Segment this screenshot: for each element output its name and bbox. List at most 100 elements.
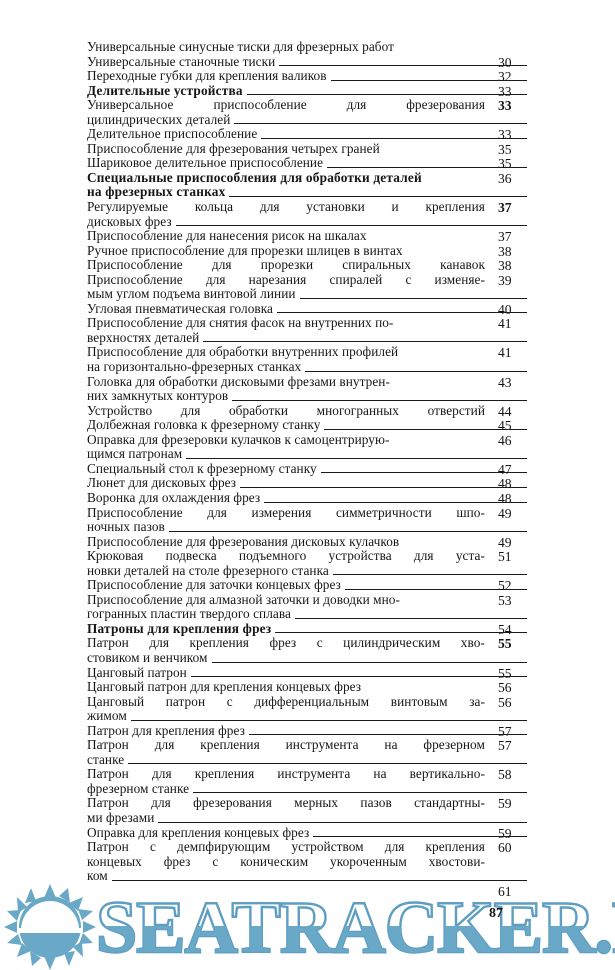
toc-entry-line: цилиндрических деталей 33	[87, 112, 527, 142]
toc-entry-title[interactable]: Делительное приспособление	[87, 127, 258, 142]
toc-word: для	[154, 738, 175, 753]
toc-page-number[interactable]: 36	[498, 170, 512, 186]
toc-entry-title[interactable]: фрезерном станке	[87, 781, 190, 796]
toc-page-number[interactable]: 33	[498, 98, 512, 114]
toc-entry-title[interactable]: на фрезерных станках	[87, 185, 226, 200]
toc-line-body: Шариковое делительное приспособление	[87, 156, 527, 171]
toc-entry-title[interactable]: Специальные приспособления для обработки…	[87, 170, 422, 185]
toc-entry-title[interactable]: Патрон для фрезерования мерных пазов стандарт…	[87, 796, 485, 811]
toc-entry-title[interactable]: них замкнутых контуров	[87, 389, 229, 404]
toc-entry-title[interactable]: Приспособление для алмазной заточки и до…	[87, 592, 400, 607]
toc-leader-rule	[489, 414, 527, 415]
toc-page-number[interactable]: 56	[498, 694, 512, 710]
toc-entry-title[interactable]: гогранных пластин твердого сплава	[87, 607, 291, 622]
toc-entry-title[interactable]: Патрон для крепления фрез	[87, 723, 245, 738]
toc-page-number[interactable]: 46	[498, 432, 512, 448]
toc-entry-title[interactable]: щимся патронам	[87, 447, 183, 462]
toc-entry-line: Приспособление для фрезерования четырех …	[87, 141, 527, 172]
toc-entry-title[interactable]: Универсальные станочные тиски	[87, 54, 276, 69]
toc-entry-title[interactable]: Цанговый патрон для крепления концевых ф…	[87, 680, 362, 695]
toc-word: Устройство	[87, 403, 153, 418]
toc-page-number[interactable]: 41	[498, 316, 512, 332]
toc-entry-title[interactable]: Переходные губки для крепления валиков	[87, 69, 327, 84]
toc-entry-title[interactable]: Приспособление для нанесения рисок на шк…	[87, 229, 367, 244]
toc-entry-title[interactable]: Приспособление для обработки внутренних …	[87, 345, 399, 360]
toc-entry-title[interactable]: жимом	[87, 709, 127, 724]
toc-page-number[interactable]: 55	[498, 636, 512, 652]
toc-page-number[interactable]: 58	[498, 767, 512, 783]
toc-entry-title[interactable]: Регулируемые кольца для установки и крепления	[87, 200, 485, 215]
toc-entry-title[interactable]: на горизонтально-фрезерных станках	[87, 360, 302, 375]
toc-entry-title[interactable]: Патроны для крепления фрез	[87, 621, 272, 636]
toc-entry-title[interactable]: Цанговый патрон	[87, 665, 187, 680]
toc-page-number[interactable]: 38	[498, 243, 512, 259]
toc-entry-title[interactable]: Цанговый патрон с дифференциальным винтовым з…	[87, 695, 485, 710]
toc-entry-title[interactable]: Крюковая подвеска подъемного устройства для у…	[87, 549, 485, 564]
toc-entry-title[interactable]: станке	[87, 752, 125, 767]
toc-entry-title[interactable]: Специальный стол к фрезерному станку	[87, 461, 317, 476]
toc-entry-title[interactable]: Патрон для крепления инструмента на фрезерном	[87, 738, 485, 753]
toc-entry-title[interactable]: Приспособление для измерения симметричности…	[87, 506, 485, 521]
toc-leader-rule	[324, 428, 527, 430]
toc-entry-title[interactable]: Патрон для крепления инструмента на вертикаль…	[87, 767, 485, 782]
toc-entry-title[interactable]: Патрон с демпфирующим устройством для креплен…	[87, 840, 485, 855]
toc-word: дифференциальным	[254, 694, 370, 709]
toc-page-number[interactable]: 37	[498, 229, 512, 245]
toc-entry-title[interactable]: ночных пазов	[87, 520, 165, 535]
toc-entry-title[interactable]: Люнет для дисковых фрез	[87, 476, 237, 491]
toc-entry-title[interactable]: Ручное приспособление для прорезки шлице…	[87, 243, 403, 258]
toc-entry-title[interactable]: новки деталей на столе фрезерного станка	[87, 563, 329, 578]
toc-entry-title[interactable]: Оправка для крепления концевых фрез	[87, 825, 310, 840]
toc-entry-title[interactable]: мым углом подъема винтовой линии	[87, 287, 296, 302]
toc-page-number[interactable]: 57	[498, 738, 512, 754]
toc-entry-title[interactable]: стовиком и венчиком	[87, 650, 208, 665]
toc-leader-rule	[489, 749, 527, 750]
toc-page-number[interactable]: 44	[498, 403, 512, 419]
toc-entry-title[interactable]: концевых фрез с коническим укороченным хвосто…	[87, 855, 485, 870]
toc-page-number[interactable]: 61	[498, 883, 512, 899]
toc-word: устройством	[291, 840, 364, 855]
toc-page-number[interactable]: 56	[498, 680, 512, 696]
toc-entry-title[interactable]: Головка для обработки дисковыми фрезами …	[87, 374, 390, 389]
toc-entry-title[interactable]: Оправка для фрезеровки кулачков к самоце…	[87, 432, 390, 447]
toc-entry-title[interactable]: Угловая пневматическая головка	[87, 301, 273, 316]
toc-entry-title[interactable]: цилиндрических деталей	[87, 112, 231, 127]
toc-entry-title[interactable]: Приспособление для нарезания спиралей с измен…	[87, 273, 485, 288]
toc-entry-title[interactable]: Приспособление для снятия фасок на внутр…	[87, 316, 394, 331]
toc-page-number[interactable]: 38	[498, 258, 512, 274]
toc-entry-title[interactable]: верхностях деталей	[87, 330, 200, 345]
toc-page-number[interactable]: 39	[498, 272, 512, 288]
toc-entry-title[interactable]: Универсальное приспособление для фрезерован…	[87, 98, 485, 113]
toc-entry-title[interactable]: Универсальные синусные тиски для фрезерн…	[87, 40, 394, 54]
toc-entry-title[interactable]: ком	[87, 869, 108, 884]
toc-page-number[interactable]: 49	[498, 534, 512, 550]
toc-page-number[interactable]: 49	[498, 505, 512, 521]
toc-page-number[interactable]: 51	[498, 549, 512, 565]
toc-entry-title[interactable]: Патрон для крепления фрез с цилиндрическим хво…	[87, 636, 485, 651]
toc-page-number[interactable]: 37	[498, 200, 512, 216]
toc-entry-title[interactable]: Приспособление для заточки концевых фрез	[87, 578, 341, 593]
toc-entry-title[interactable]: Делительные устройства	[87, 83, 243, 98]
toc-page-number[interactable]: 59	[498, 796, 512, 812]
toc-page-number[interactable]: 60	[498, 840, 512, 856]
toc-entry-title[interactable]: дисковых фрез	[87, 214, 172, 229]
toc-entry-title[interactable]: ми фрезами	[87, 810, 155, 825]
toc-page-number[interactable]: 43	[498, 374, 512, 390]
toc-entry-title[interactable]: Приспособление для прорезки спиральных канав…	[87, 258, 485, 273]
toc-page-number[interactable]: 35	[498, 141, 512, 157]
toc-entry-title[interactable]: Приспособление для фрезерования дисковых…	[87, 534, 400, 549]
toc-word: для	[180, 403, 201, 418]
toc-entry-title[interactable]: Приспособление для фрезерования четырех …	[87, 141, 380, 156]
toc-word: для	[149, 636, 170, 651]
toc-leader-rule	[489, 560, 527, 561]
toc-word: для	[207, 505, 227, 520]
toc-page-number[interactable]: 53	[498, 592, 512, 608]
toc-page-number[interactable]: 41	[498, 345, 512, 361]
toc-entry-title[interactable]: Воронка для охлаждения фрез	[87, 490, 261, 505]
toc-entry-title[interactable]: Долбежная головка к фрезерному станку	[87, 418, 321, 433]
toc-entry-title[interactable]: Устройство для обработки многогранных отверс…	[87, 404, 485, 419]
toc-entry-title[interactable]: Шариковое делительное приспособление	[87, 156, 324, 171]
toc-entry-line: Цанговый патрон 56	[87, 665, 527, 695]
toc-leader-rule	[489, 851, 527, 852]
toc-word: приспособление	[213, 98, 307, 113]
